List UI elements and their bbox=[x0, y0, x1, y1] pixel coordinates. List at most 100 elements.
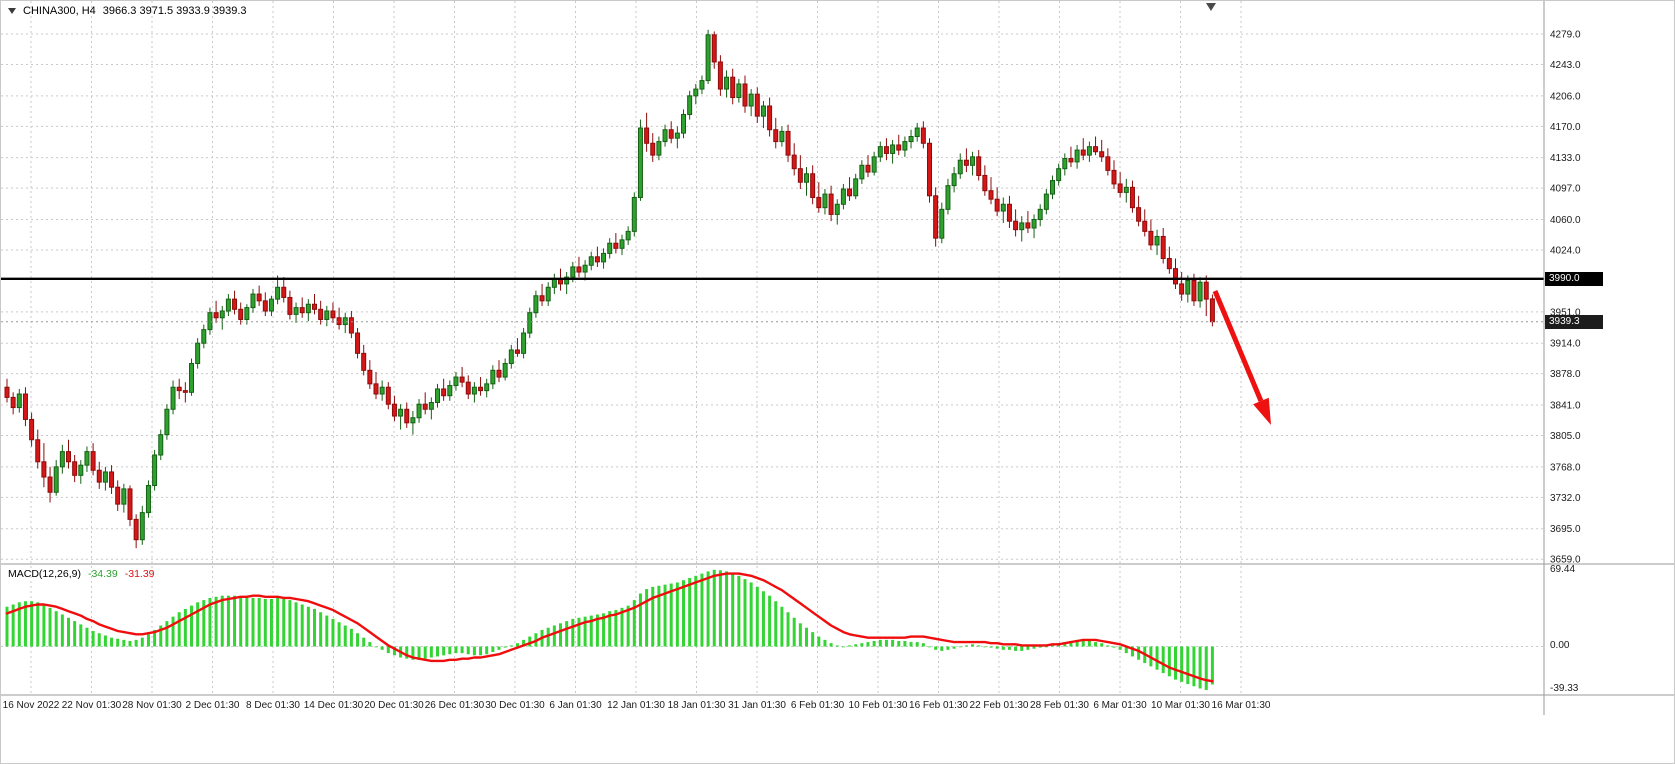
one-click-trading-toggle-icon[interactable] bbox=[8, 8, 16, 14]
macd-histogram-bar bbox=[1124, 646, 1128, 654]
candle-body bbox=[545, 286, 551, 302]
candle-body bbox=[1154, 235, 1160, 246]
candle-body bbox=[281, 286, 287, 298]
candle-body bbox=[970, 156, 976, 166]
macd-histogram-bar bbox=[196, 602, 200, 647]
candle-body bbox=[662, 129, 668, 143]
macd-histogram-bar bbox=[1069, 640, 1073, 647]
macd-histogram-bar bbox=[995, 646, 999, 649]
macd-histogram-bar bbox=[725, 571, 729, 647]
macd-histogram-bar bbox=[17, 602, 21, 647]
candle-body bbox=[385, 386, 391, 405]
candle-body bbox=[78, 464, 84, 476]
macd-histogram-bar bbox=[1032, 646, 1036, 649]
bid-price-tag: 3939.3 bbox=[1545, 315, 1603, 329]
macd-histogram-bar bbox=[1167, 646, 1171, 677]
candle-body bbox=[834, 203, 840, 215]
macd-histogram-bar bbox=[774, 601, 778, 647]
macd-histogram-bar bbox=[472, 646, 476, 656]
candle-body bbox=[330, 310, 336, 319]
candle-body bbox=[754, 93, 760, 117]
candle-body bbox=[1191, 280, 1197, 302]
candle-body bbox=[391, 403, 397, 417]
candle-body bbox=[927, 142, 932, 197]
macd-histogram-bar bbox=[183, 608, 187, 647]
chart-shift-marker[interactable] bbox=[1206, 3, 1216, 11]
candle-body bbox=[779, 130, 785, 143]
candle-body bbox=[1173, 268, 1178, 285]
macd-histogram-bar bbox=[749, 582, 753, 647]
candle-body bbox=[945, 185, 951, 210]
candle-body bbox=[189, 363, 194, 393]
candle-body bbox=[1111, 169, 1117, 185]
candle-body bbox=[644, 127, 650, 144]
price-tick-label: 3951.0 bbox=[1550, 307, 1581, 318]
time-tick-label: 6 Mar 01:30 bbox=[1093, 700, 1147, 711]
macd-histogram-bar bbox=[85, 627, 89, 647]
candle-body bbox=[896, 144, 902, 151]
macd-histogram-bar bbox=[1094, 642, 1098, 647]
macd-histogram-bar bbox=[306, 606, 310, 647]
macd-histogram-bar bbox=[522, 639, 526, 647]
time-tick-label: 2 Dec 01:30 bbox=[186, 700, 240, 711]
macd-histogram-bar bbox=[282, 599, 286, 647]
trend-arrow-head[interactable] bbox=[1253, 397, 1271, 425]
macd-histogram-bar bbox=[620, 607, 624, 647]
macd-histogram-bar bbox=[454, 646, 458, 654]
macd-histogram-bar bbox=[128, 640, 132, 647]
macd-histogram-bar bbox=[1075, 639, 1079, 647]
candle-body bbox=[1037, 208, 1043, 221]
candle-body bbox=[705, 34, 711, 82]
macd-histogram-bar bbox=[792, 617, 796, 647]
macd-histogram-bar bbox=[669, 583, 673, 647]
candle-body bbox=[1006, 203, 1012, 222]
candle-body bbox=[22, 393, 28, 420]
candle-body bbox=[1031, 219, 1037, 229]
macd-histogram-bar bbox=[116, 638, 120, 647]
candle-body bbox=[1056, 168, 1062, 182]
macd-histogram-bar bbox=[122, 639, 126, 647]
macd-histogram-bar bbox=[460, 646, 464, 654]
macd-histogram-bar bbox=[67, 617, 70, 647]
price-tick-label: 3659.0 bbox=[1550, 555, 1581, 566]
time-tick-label: 26 Dec 01:30 bbox=[425, 700, 485, 711]
macd-name: MACD(12,26,9) bbox=[8, 568, 81, 580]
macd-histogram-bar bbox=[36, 602, 40, 647]
candle-body bbox=[736, 83, 742, 99]
candle-body bbox=[951, 173, 957, 187]
macd-histogram-bar bbox=[300, 604, 304, 647]
macd-histogram-bar bbox=[638, 593, 642, 647]
macd-histogram-bar bbox=[884, 639, 888, 647]
macd-histogram-bar bbox=[694, 575, 698, 647]
macd-histogram-bar bbox=[251, 597, 255, 647]
trend-arrow-shaft[interactable] bbox=[1212, 290, 1264, 402]
candle-body bbox=[244, 307, 250, 320]
candle-body bbox=[422, 403, 428, 410]
candle-body bbox=[1099, 151, 1105, 158]
candle-body bbox=[90, 451, 96, 471]
macd-histogram-bar bbox=[436, 646, 439, 657]
candle-body bbox=[877, 146, 883, 158]
macd-histogram-bar bbox=[5, 606, 9, 647]
candle-body bbox=[533, 295, 539, 314]
price-tick-label: 3805.0 bbox=[1550, 431, 1581, 442]
macd-histogram-bar bbox=[1210, 646, 1214, 685]
candle-body bbox=[1160, 235, 1166, 259]
candle-body bbox=[1123, 186, 1129, 193]
macd-histogram-bar bbox=[977, 645, 981, 647]
candle-body bbox=[53, 466, 59, 493]
price-tick-label: 3768.0 bbox=[1550, 462, 1581, 473]
macd-histogram-bar bbox=[737, 575, 741, 647]
candle-body bbox=[988, 190, 994, 200]
macd-histogram-bar bbox=[442, 646, 446, 656]
macd-histogram-bar bbox=[411, 646, 415, 660]
hline-price-tag[interactable]: 3990.0 bbox=[1545, 272, 1603, 286]
macd-histogram-bar bbox=[1001, 646, 1005, 650]
macd-histogram-bar bbox=[663, 584, 667, 647]
time-tick-label: 22 Feb 01:30 bbox=[970, 700, 1029, 711]
candle-body bbox=[139, 512, 145, 541]
candle-body bbox=[256, 293, 262, 302]
macd-histogram-bar bbox=[319, 612, 323, 647]
candle-body bbox=[66, 451, 71, 463]
